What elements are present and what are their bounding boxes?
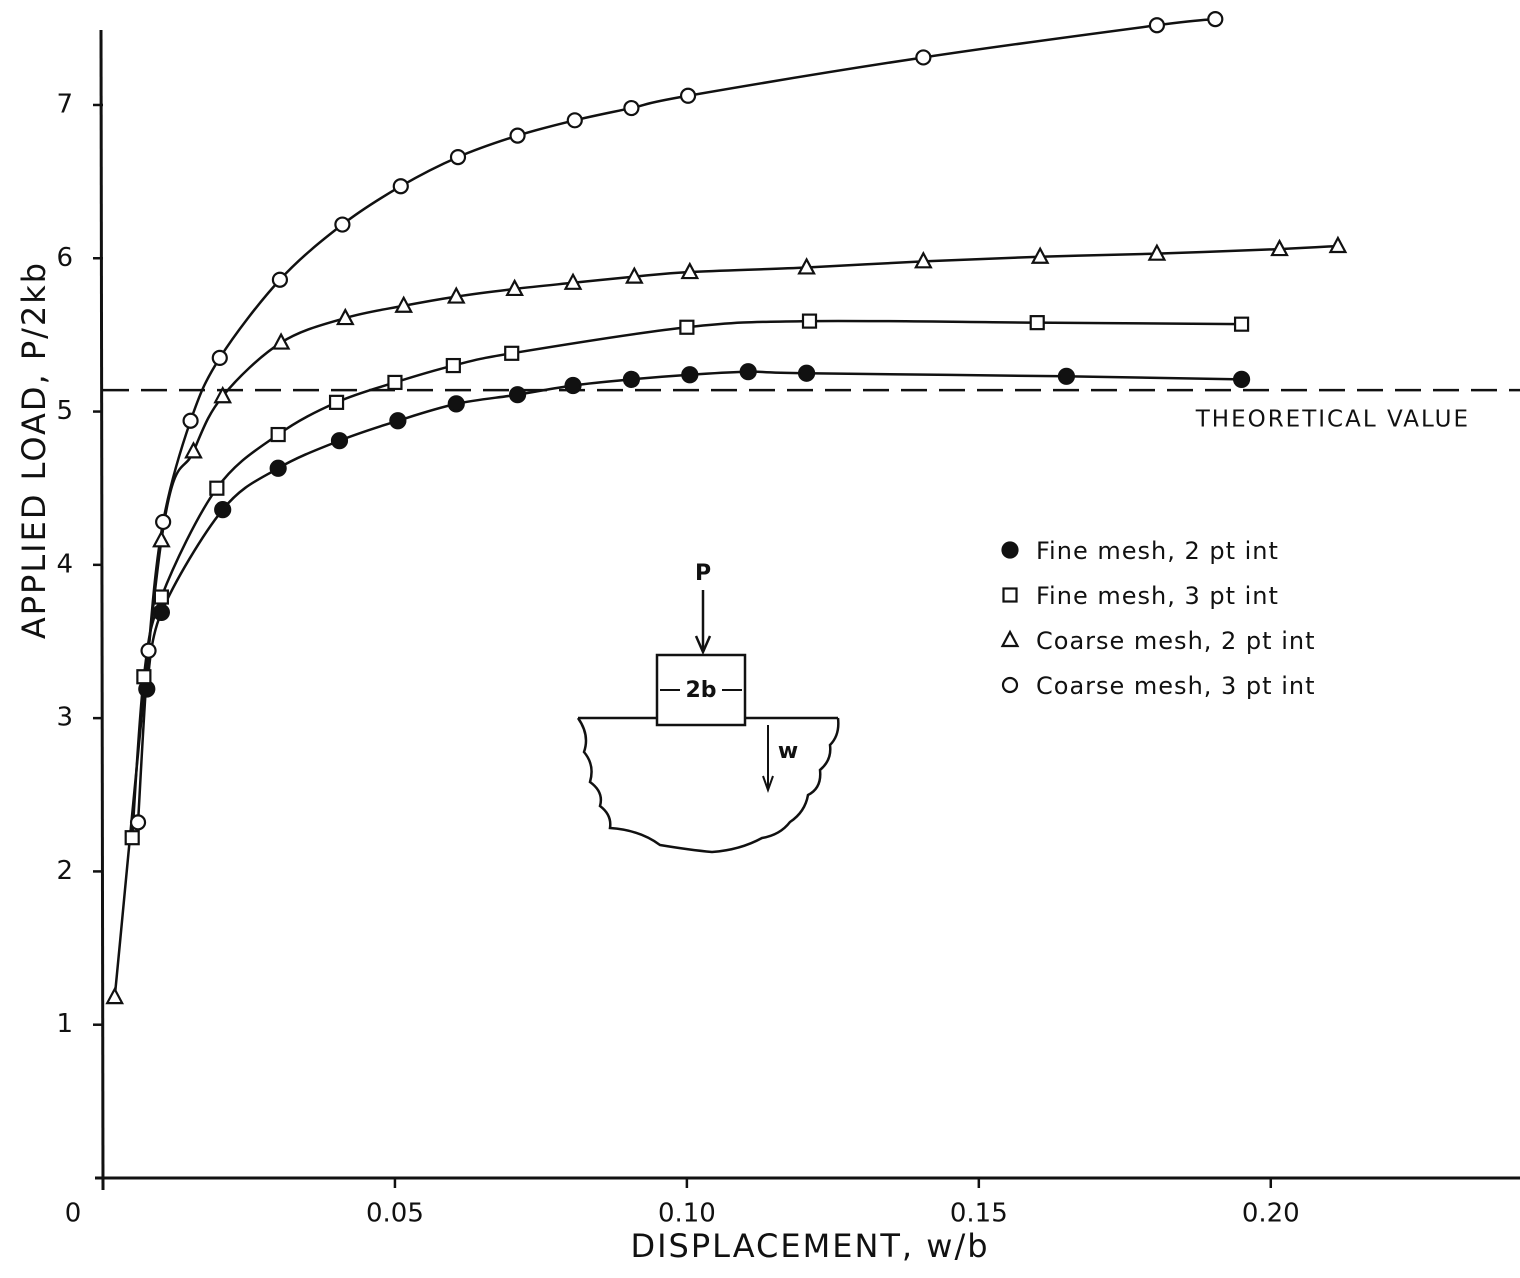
marker (801, 313, 818, 329)
marker (105, 986, 125, 1005)
marker (152, 529, 171, 548)
marker (681, 366, 699, 384)
marker (505, 278, 524, 297)
marker (209, 480, 225, 496)
marker (797, 257, 816, 275)
arrow-head (694, 635, 712, 656)
legend-label: Fine mesh, 2 pt int (1036, 537, 1279, 565)
marker (446, 286, 466, 304)
marker (394, 295, 414, 313)
x-tick-label: 0.20 (1242, 1199, 1300, 1229)
arrow-head (762, 775, 774, 793)
legend: Fine mesh, 2 pt int Fine mesh, 3 pt int Co… (1000, 537, 1316, 700)
marker (622, 370, 641, 388)
marker (334, 216, 351, 233)
y-tick-label: 1 (56, 1009, 73, 1039)
legend-marker (1000, 629, 1020, 648)
marker (184, 441, 203, 459)
legend-marker (1002, 587, 1018, 603)
inset-label: P (695, 561, 711, 586)
marker (124, 830, 140, 846)
legend-label: Fine mesh, 3 pt int (1036, 582, 1279, 610)
marker (1030, 246, 1050, 264)
marker (797, 364, 816, 382)
y-tick-label: 6 (56, 243, 73, 273)
marker (914, 250, 933, 269)
marker (1270, 238, 1289, 257)
y-tick-label: 3 (56, 703, 73, 733)
marker (335, 307, 355, 326)
x-tick-label: 0.10 (658, 1199, 716, 1229)
soil-outline (576, 717, 840, 854)
legend-label: Coarse mesh, 2 pt int (1036, 627, 1316, 655)
series-line (145, 370, 1242, 690)
marker (1233, 316, 1250, 332)
marker (739, 363, 757, 381)
marker (152, 603, 170, 621)
marker (679, 319, 695, 335)
marker (1148, 17, 1166, 34)
marker (1029, 315, 1045, 331)
marker (330, 432, 349, 450)
marker (155, 513, 172, 531)
marker (563, 272, 583, 290)
marker (509, 127, 526, 144)
marker (271, 332, 291, 350)
marker (504, 345, 520, 361)
marker (136, 669, 152, 685)
inset-diagram (576, 590, 840, 854)
marker (269, 459, 287, 477)
marker (566, 112, 583, 129)
marker (915, 49, 932, 66)
marker (445, 357, 461, 374)
y-axis-title: APPLIED LOAD, P/2kb (15, 261, 53, 639)
marker (213, 385, 233, 404)
marker (270, 426, 286, 443)
x-tick-label: 0 (65, 1199, 82, 1229)
series-line (113, 244, 1338, 998)
marker (182, 412, 199, 429)
marker (271, 271, 289, 288)
marker (328, 394, 345, 410)
x-tick-label: 0.15 (950, 1199, 1008, 1229)
inset-label: w (778, 739, 798, 764)
marker (1147, 243, 1167, 261)
marker (140, 642, 157, 659)
legend-label: Coarse mesh, 3 pt int (1036, 672, 1316, 700)
marker (214, 501, 232, 519)
marker (392, 178, 409, 195)
marker (679, 87, 697, 104)
marker (153, 589, 169, 605)
marker (449, 148, 467, 166)
marker (389, 412, 407, 430)
y-tick-label: 7 (56, 89, 73, 119)
marker (129, 814, 147, 831)
marker (1328, 235, 1348, 254)
y-tick-label: 4 (56, 549, 73, 579)
marker (387, 374, 403, 391)
x-axis-title: DISPLACEMENT, w/b (630, 1227, 989, 1265)
y-tick-label: 5 (56, 396, 73, 426)
marker (508, 386, 527, 404)
legend-marker (1001, 541, 1019, 559)
marker (623, 99, 640, 117)
marker (624, 266, 644, 284)
marker (1232, 370, 1251, 388)
series-line (130, 319, 1242, 838)
marker (211, 349, 228, 367)
legend-marker (1001, 676, 1019, 694)
marker (564, 376, 582, 395)
marker (1207, 11, 1224, 28)
y-tick-label: 2 (56, 856, 73, 886)
y-axis (99, 29, 105, 1191)
x-tick-label: 0.05 (366, 1199, 424, 1229)
inset-label: 2b (685, 678, 716, 703)
reference-label: THEORETICAL VALUE (1195, 407, 1470, 433)
marker (1057, 367, 1076, 385)
marker (680, 261, 700, 280)
marker (447, 395, 465, 413)
